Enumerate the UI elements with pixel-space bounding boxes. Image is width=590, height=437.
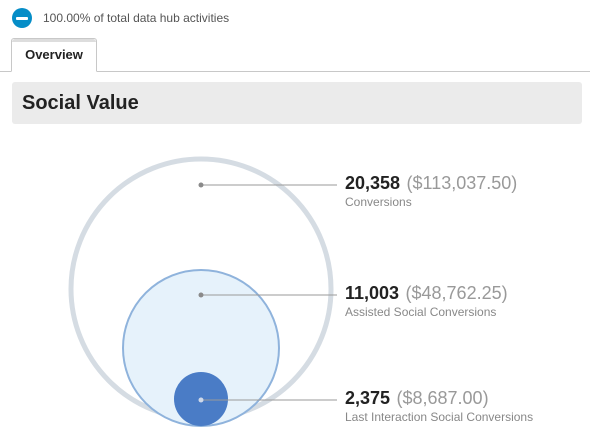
summary-row: 100.00% of total data hub activities	[12, 8, 229, 28]
section-header: Social Value	[12, 82, 582, 124]
conversions-value: 20,358	[345, 173, 401, 193]
assisted-conversions-value: 11,003	[345, 283, 400, 303]
tab-strip: Overview	[0, 38, 590, 72]
assisted-leader-dot	[198, 292, 204, 298]
metric-assisted-conversions: 11,003 ($48,762.25) Assisted Social Conv…	[345, 283, 508, 319]
conversions-label: Conversions	[345, 195, 412, 209]
summary-text: 100.00% of total data hub activities	[43, 11, 230, 25]
metric-conversions: 20,358 ($113,037.50) Conversions	[345, 173, 517, 209]
last-interaction-conversions-money: ($8,687.00)	[396, 388, 489, 408]
last-interaction-leader-dot	[198, 397, 204, 403]
section-title: Social Value	[22, 92, 139, 114]
metric-last-interaction-conversions: 2,375 ($8,687.00) Last Interaction Socia…	[345, 388, 533, 424]
conversions-leader-dot	[198, 182, 204, 188]
conversions-money: ($113,037.50)	[406, 173, 518, 193]
assisted-conversions-label: Assisted Social Conversions	[345, 305, 497, 319]
tab-overview[interactable]: Overview	[11, 38, 97, 72]
last-interaction-conversions-label: Last Interaction Social Conversions	[345, 410, 534, 424]
assisted-conversions-money: ($48,762.25)	[405, 283, 508, 303]
last-interaction-conversions-value: 2,375	[345, 388, 391, 408]
minus-circle-icon[interactable]	[12, 8, 32, 28]
